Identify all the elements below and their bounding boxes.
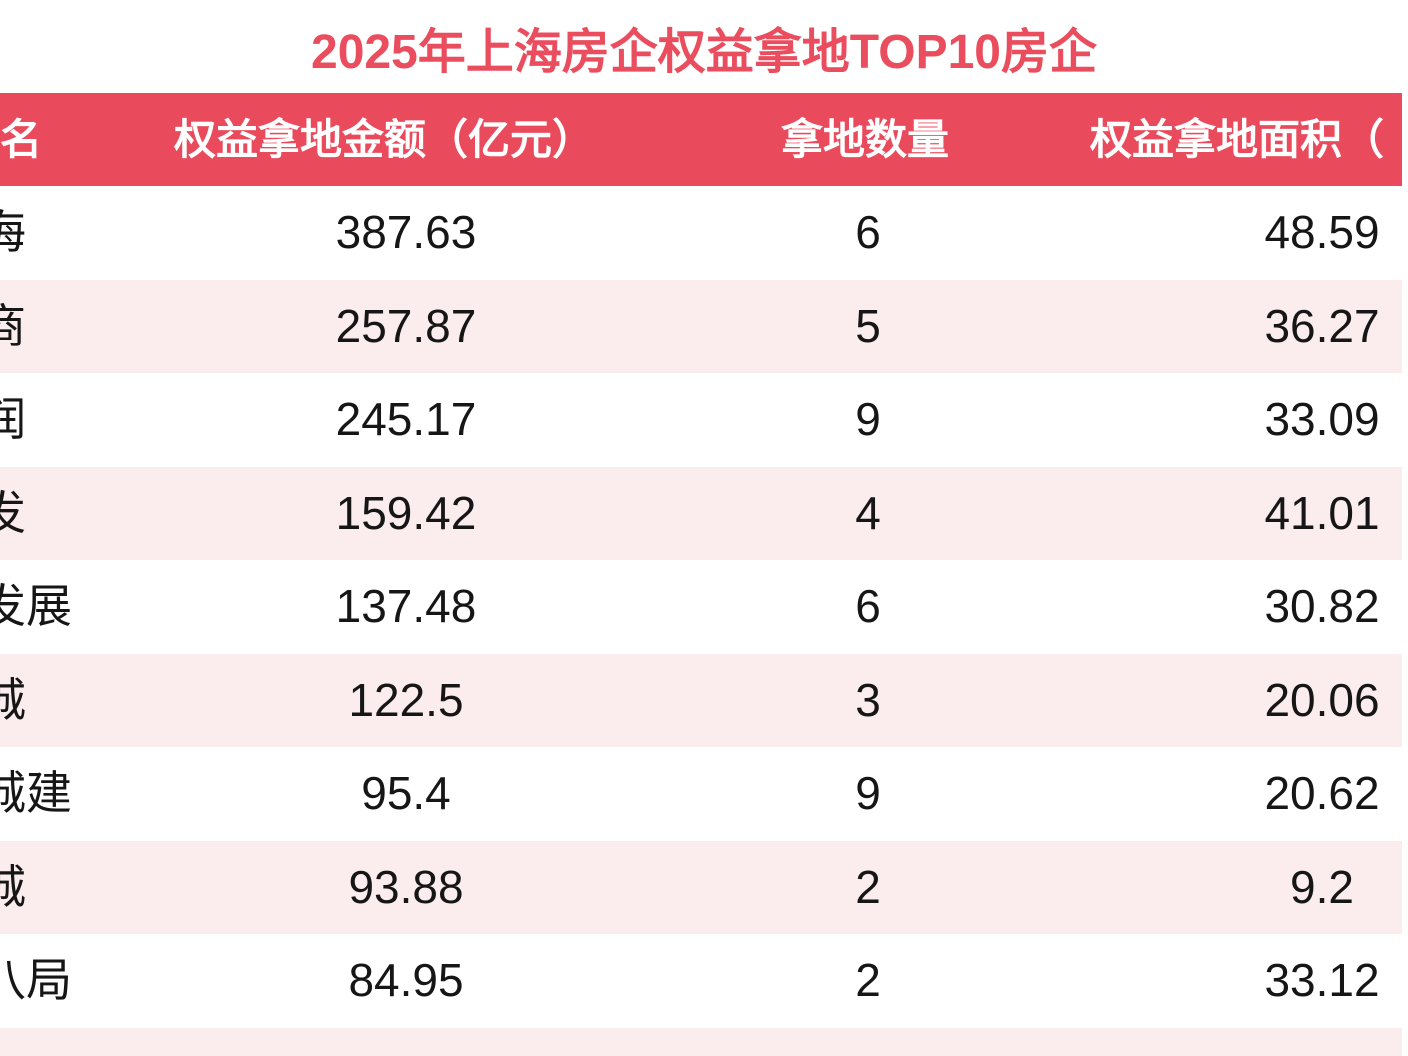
amount-cell: 122.5 [348,673,464,726]
table-row: 城 93.88 2 9.2 [0,840,1402,934]
page-title: 2025年上海房企权益拿地TOP10房企 [311,25,1097,79]
amount-cell: 257.87 [335,299,477,352]
company-name-cell: 城 [0,673,26,726]
amount-cell: 137.48 [335,580,477,632]
table-row: 润 245.17 9 33.09 [0,373,1402,467]
title-band: 2025年上海房企权益拿地TOP10房企 [0,0,1408,93]
count-cell: 5 [855,299,881,352]
table-row: 城 122.5 3 20.06 [0,653,1402,747]
company-name-cell: 八局 [0,954,72,1006]
count-cell: 9 [855,767,881,819]
area-cell: 20.62 [1264,767,1380,819]
header-equity-amount: 权益拿地金额（亿元） [174,116,595,163]
company-name-cell: 海 [0,206,26,258]
company-name-cell: 发 [0,486,26,539]
company-name-cell: 城 [0,860,26,913]
table-header-row: 名 权益拿地金额（亿元） 拿地数量 权益拿地面积（ [0,93,1402,186]
count-cell: 6 [855,206,881,258]
header-company-name: 名 [0,116,43,163]
count-cell: 2 [855,860,881,913]
area-cell: 9.2 [1290,860,1354,913]
header-equity-area: 权益拿地面积（ [1090,116,1385,163]
amount-cell: 84.95 [348,954,464,1006]
table-row: 城建 95.4 9 20.62 [0,747,1402,841]
count-cell: 3 [855,673,881,726]
company-name-cell: 城建 [0,767,72,819]
amount-cell: 95.4 [361,767,451,819]
company-name-cell: 商 [0,299,26,352]
amount-cell: 93.88 [348,860,464,913]
table-row: 发 159.42 4 41.01 [0,466,1402,560]
area-cell: 20.06 [1264,673,1380,726]
area-cell: 48.59 [1264,206,1380,258]
count-cell: 4 [855,486,881,539]
count-cell: 6 [855,580,881,632]
table-row [0,1027,1402,1056]
table-row: 八局 84.95 2 33.12 [0,934,1402,1028]
table-row: 海 387.63 6 48.59 [0,186,1402,280]
area-cell: 33.12 [1264,954,1380,1006]
header-plot-count: 拿地数量 [780,116,949,163]
amount-cell: 245.17 [335,393,477,445]
area-cell: 33.09 [1264,393,1380,445]
area-cell: 41.01 [1264,486,1380,539]
count-cell: 9 [855,393,881,445]
area-cell: 36.27 [1264,299,1380,352]
company-name-cell: 润 [0,393,26,445]
amount-cell: 159.42 [335,486,477,539]
company-name-cell: 发展 [0,580,72,632]
area-cell: 30.82 [1264,580,1380,632]
table-row: 商 257.87 5 36.27 [0,279,1402,373]
amount-cell: 387.63 [335,206,477,258]
land-acquisition-table: 名 权益拿地金额（亿元） 拿地数量 权益拿地面积（ 海 387.63 6 48.… [0,93,1402,1056]
table-row: 发展 137.48 6 30.82 [0,560,1402,654]
count-cell: 2 [855,954,881,1006]
